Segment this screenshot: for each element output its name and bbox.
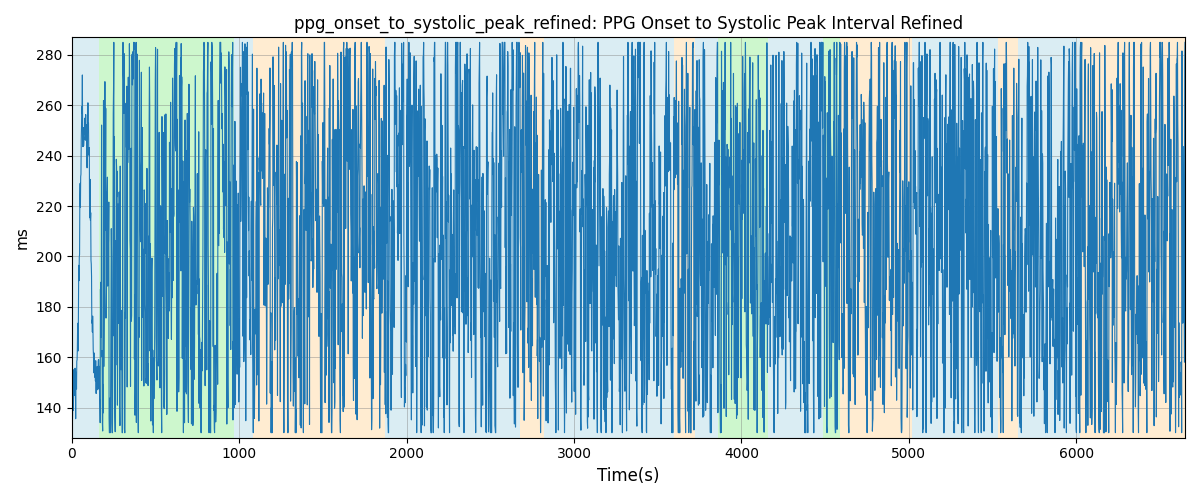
Bar (72, 38, 100, 438)
Bar (544, 38, 674, 438)
Bar (840, 38, 912, 438)
Bar (252, 38, 385, 438)
Title: ppg_onset_to_systolic_peak_refined: PPG Onset to Systolic Peak Interval Refined: ppg_onset_to_systolic_peak_refined: PPG … (294, 15, 962, 34)
Bar (674, 38, 695, 438)
Bar (823, 38, 840, 438)
Bar (718, 38, 768, 438)
Bar (912, 38, 997, 438)
Bar (100, 38, 234, 438)
X-axis label: Time(s): Time(s) (598, 467, 660, 485)
Bar (997, 38, 1018, 438)
Bar (1018, 38, 1080, 438)
Bar (1080, 38, 1186, 438)
Bar (768, 38, 823, 438)
Bar (521, 38, 544, 438)
Bar (385, 38, 521, 438)
Bar (695, 38, 718, 438)
Y-axis label: ms: ms (14, 226, 30, 249)
Bar (234, 38, 252, 438)
